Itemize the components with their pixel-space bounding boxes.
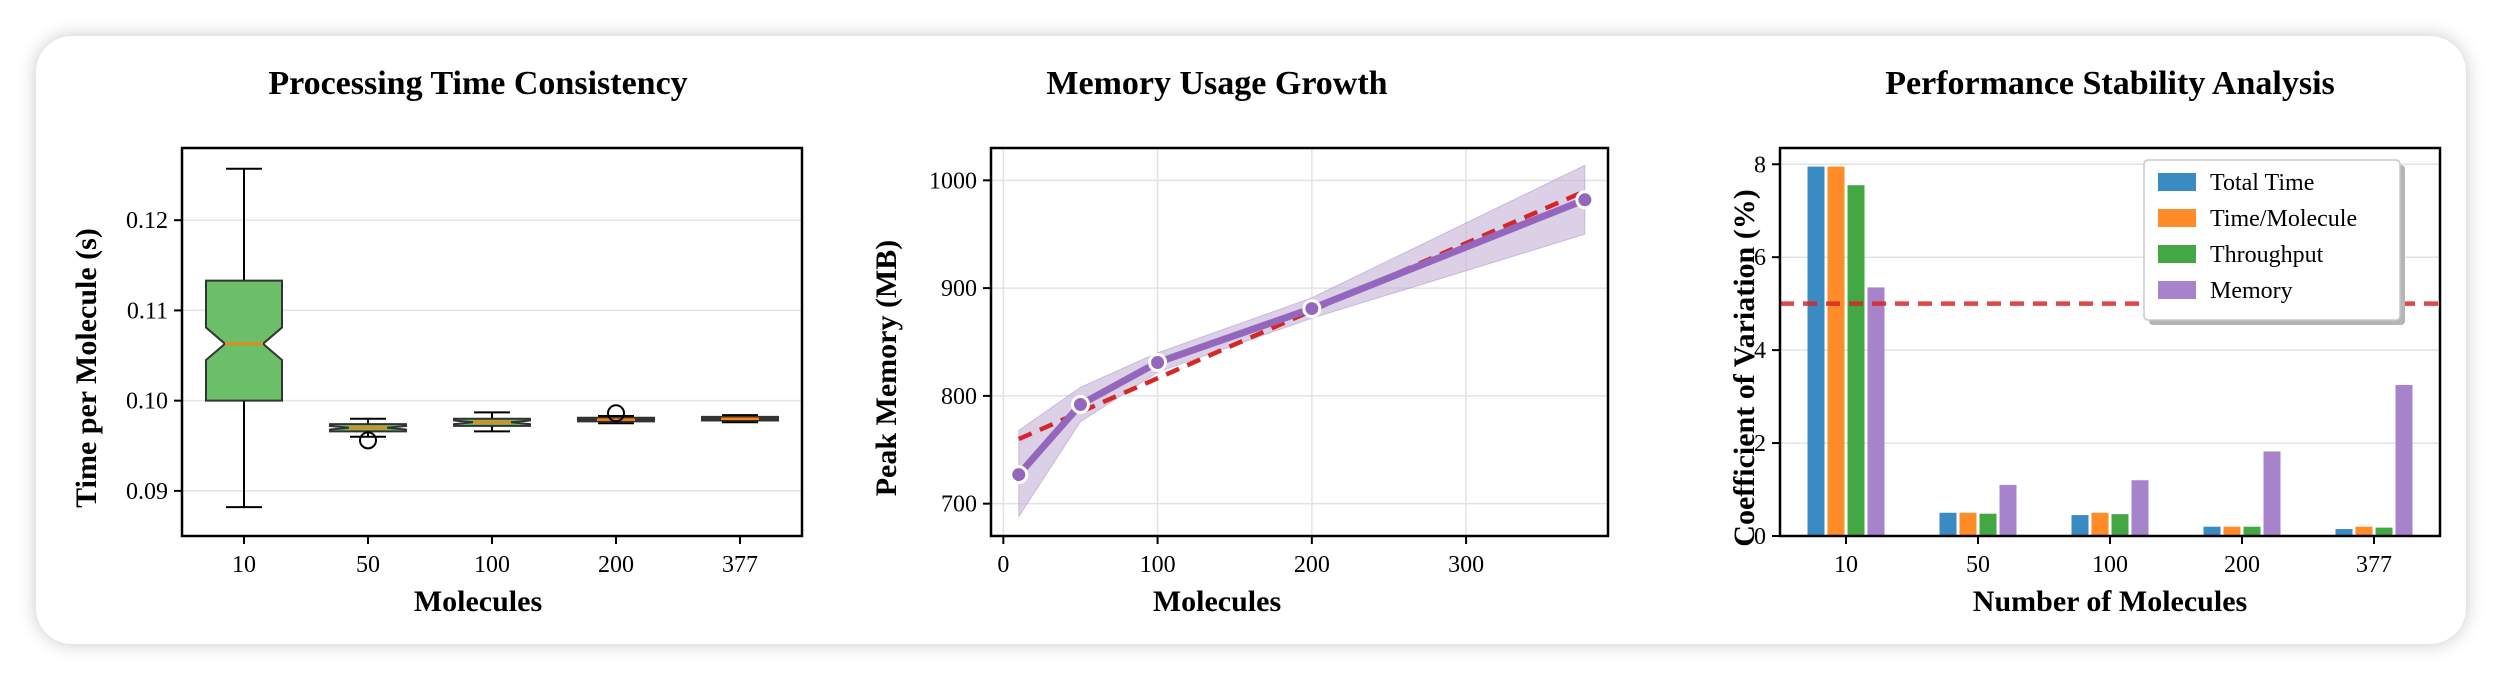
x-tick-label: 200 (598, 552, 634, 578)
y-tick-label: 0.10 (126, 389, 168, 415)
memory-point (1009, 465, 1029, 485)
x-tick-label: 300 (1448, 552, 1484, 578)
y-tick-label: 2 (1754, 431, 1766, 457)
legend-swatch (2158, 245, 2196, 263)
y-tick-label: 900 (941, 276, 977, 302)
y-tick-label: 0.11 (127, 298, 168, 324)
bar-time-molecule (1827, 166, 1845, 536)
bar-throughput (2375, 527, 2393, 536)
bar-time-molecule (2091, 512, 2109, 536)
chart-title-memory: Memory Usage Growth (1046, 65, 1387, 102)
x-tick-label: 377 (2356, 552, 2392, 578)
chart-title-stability: Performance Stability Analysis (1885, 65, 2335, 102)
legend-swatch (2158, 173, 2196, 191)
bar-total-time (2203, 526, 2221, 536)
x-axis-label-processing: Molecules (414, 585, 542, 618)
y-tick-label: 0.09 (126, 479, 168, 505)
legend-swatch (2158, 281, 2196, 299)
x-tick-label: 50 (356, 552, 380, 578)
bar-time-molecule (2355, 526, 2373, 536)
x-tick-label: 50 (1966, 552, 1990, 578)
plot-frame (1778, 146, 2442, 538)
box-body (205, 279, 283, 402)
figure-card: Processing Time Consistency Molecules Ti… (36, 36, 2466, 644)
bar-total-time (1939, 512, 1957, 536)
x-tick-label: 200 (2224, 552, 2260, 578)
bar-throughput (2243, 526, 2261, 536)
x-tick-label: 10 (232, 552, 256, 578)
y-tick-label: 1000 (929, 168, 977, 194)
plot-frame (180, 146, 804, 538)
x-tick-label: 200 (1294, 552, 1330, 578)
x-tick-label: 377 (722, 552, 758, 578)
y-axis-label-stability: Coefficient of Variation (%) (1728, 189, 1761, 546)
memory-usage-panel: Memory Usage Growth Molecules Peak Memor… (870, 65, 1610, 618)
plot-frame (989, 146, 1610, 538)
legend-label: Memory (2210, 278, 2293, 304)
figure-canvas: Processing Time Consistency Molecules Ti… (70, 65, 2442, 618)
box-outlier (607, 404, 625, 423)
bar-time-molecule (2223, 526, 2241, 536)
stability-plot: 0 2 4 6 8 10 50 100 200 377 Total Time Time/Molecul… (1754, 146, 2442, 578)
memory-point (1575, 190, 1595, 210)
legend-label: Total Time (2210, 170, 2314, 196)
memory-point (1070, 395, 1090, 415)
legend-label: Time/Molecule (2210, 206, 2357, 232)
y-axis-label-processing: Time per Molecule (s) (70, 228, 103, 508)
y-tick-label: 6 (1754, 245, 1766, 271)
x-tick-label: 100 (474, 552, 510, 578)
legend-label: Throughput (2210, 242, 2324, 268)
y-axis-label-memory: Peak Memory (MB) (870, 240, 903, 497)
bar-total-time (2335, 529, 2353, 536)
x-tick-label: 100 (1140, 552, 1176, 578)
y-tick-label: 8 (1754, 152, 1766, 178)
stability-panel: Performance Stability Analysis Number of… (1728, 65, 2442, 618)
memory-point (1302, 299, 1322, 319)
y-tick-label: 800 (941, 384, 977, 410)
bar-throughput (1847, 185, 1865, 536)
bar-total-time (1807, 166, 1825, 536)
x-tick-label: 10 (1834, 552, 1858, 578)
bar-memory (2263, 451, 2281, 536)
processing-time-plot: 0.09 0.10 0.11 0.12 10 50 100 200 377 (126, 146, 804, 578)
x-tick-label: 100 (2092, 552, 2128, 578)
bar-total-time (2071, 515, 2089, 536)
bar-throughput (1979, 513, 1997, 536)
bar-throughput (2111, 514, 2129, 536)
bar-memory (2395, 384, 2413, 536)
processing-time-panel: Processing Time Consistency Molecules Ti… (70, 65, 804, 618)
memory-band (1018, 164, 1586, 519)
x-axis-label-memory: Molecules (1153, 585, 1281, 618)
x-axis-label-stability: Number of Molecules (1973, 585, 2247, 618)
y-tick-label: 4 (1754, 338, 1766, 364)
memory-usage-plot: 0 100 200 300 700 800 900 1000 (929, 146, 1610, 578)
y-tick-label: 0.12 (126, 208, 168, 234)
y-tick-label: 700 (941, 492, 977, 518)
memory-point (1148, 352, 1168, 372)
x-tick-label: 0 (997, 552, 1009, 578)
bar-time-molecule (1959, 512, 1977, 536)
chart-title-processing: Processing Time Consistency (268, 65, 687, 102)
y-tick-label: 0 (1754, 524, 1766, 550)
legend-swatch (2158, 209, 2196, 227)
bar-memory (2131, 480, 2149, 536)
box-outlier (359, 431, 377, 450)
legend-box (2143, 159, 2401, 321)
bar-memory (1867, 287, 1885, 536)
bar-memory (1999, 484, 2017, 536)
